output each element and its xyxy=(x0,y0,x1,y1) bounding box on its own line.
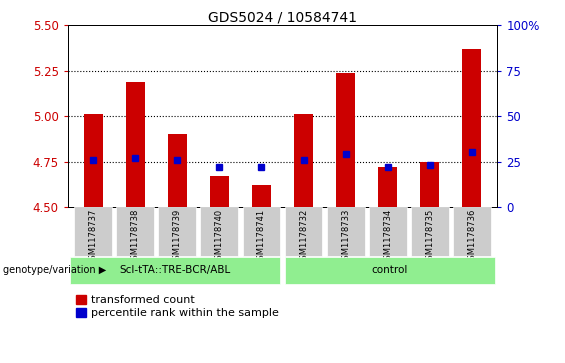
Text: ScI-tTA::TRE-BCR/ABL: ScI-tTA::TRE-BCR/ABL xyxy=(120,265,231,276)
Bar xyxy=(327,207,364,256)
Bar xyxy=(336,73,355,207)
Bar xyxy=(210,176,229,207)
Bar xyxy=(379,167,397,207)
Bar xyxy=(242,207,280,256)
Text: genotype/variation ▶: genotype/variation ▶ xyxy=(3,265,106,276)
Text: GSM1178736: GSM1178736 xyxy=(467,208,476,265)
Text: GSM1178732: GSM1178732 xyxy=(299,208,308,265)
Bar xyxy=(74,207,112,256)
Bar xyxy=(463,49,481,207)
Bar xyxy=(285,257,495,284)
Text: GSM1178737: GSM1178737 xyxy=(89,208,98,265)
Text: GSM1178735: GSM1178735 xyxy=(425,208,434,265)
Bar xyxy=(158,207,196,256)
Text: GSM1178740: GSM1178740 xyxy=(215,208,224,265)
Bar xyxy=(201,207,238,256)
Text: GSM1178739: GSM1178739 xyxy=(173,208,182,265)
Text: GSM1178734: GSM1178734 xyxy=(383,208,392,265)
Bar xyxy=(84,114,102,207)
Bar xyxy=(116,207,154,256)
Bar xyxy=(70,257,280,284)
Bar xyxy=(252,185,271,207)
Text: GSM1178733: GSM1178733 xyxy=(341,208,350,265)
Title: GDS5024 / 10584741: GDS5024 / 10584741 xyxy=(208,10,357,24)
Text: control: control xyxy=(372,265,408,276)
Bar xyxy=(453,207,491,256)
Bar xyxy=(285,207,323,256)
Bar xyxy=(125,82,145,207)
Legend: transformed count, percentile rank within the sample: transformed count, percentile rank withi… xyxy=(73,292,281,321)
Text: GSM1178741: GSM1178741 xyxy=(257,208,266,265)
Bar xyxy=(420,162,440,207)
Bar xyxy=(411,207,449,256)
Text: GSM1178738: GSM1178738 xyxy=(131,208,140,265)
Bar xyxy=(369,207,407,256)
Bar xyxy=(294,114,313,207)
Bar xyxy=(168,134,186,207)
